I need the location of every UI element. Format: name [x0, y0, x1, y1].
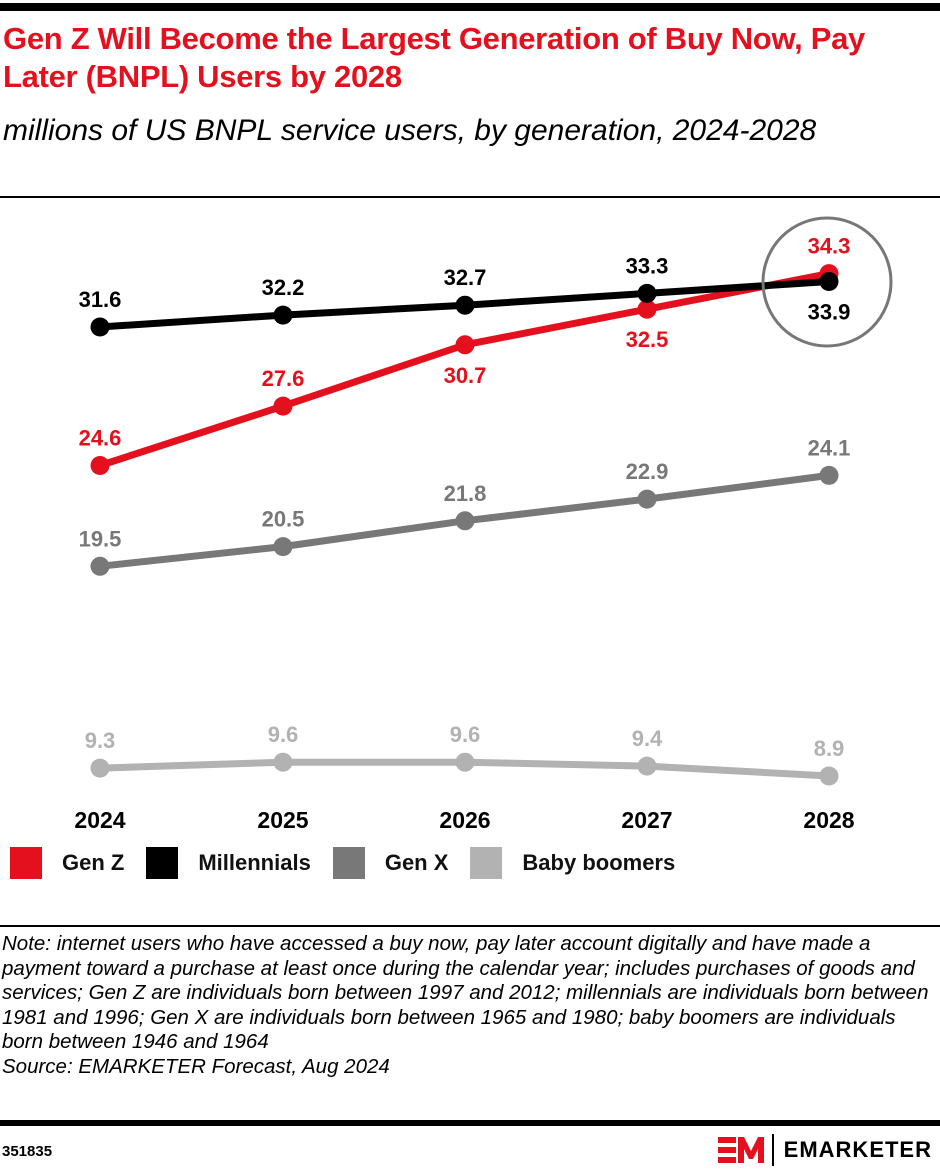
brand-logo: EMARKETER [717, 1134, 932, 1166]
data-point-millennials [273, 305, 293, 325]
chart-subtitle: millions of US BNPL service users, by ge… [3, 114, 817, 147]
legend-swatch [332, 847, 365, 879]
footnote: Note: internet users who have accessed a… [2, 932, 932, 1079]
line-chart: 24.6 27.6 30.7 32.5 34.3 31.6 32.2 32.7 33.3 33.9… [74, 216, 893, 833]
data-point-gen-z [637, 299, 657, 319]
legend-item-millennials: Millennials [146, 847, 311, 879]
data-label-gen-x: 24.1 [808, 435, 851, 460]
data-label-gen-z: 30.7 [444, 363, 487, 388]
note-divider [0, 925, 940, 927]
legend-label: Gen X [384, 850, 449, 875]
legend-item-gen-x: Gen X [332, 847, 449, 879]
legend-label: Baby boomers [522, 850, 676, 875]
header-divider [0, 196, 940, 198]
data-point-baby-boomers [273, 752, 293, 772]
data-point-gen-x [455, 511, 475, 531]
x-tick-label: 2027 [621, 807, 672, 833]
data-point-baby-boomers [637, 756, 657, 776]
data-label-millennials: 31.6 [79, 287, 122, 312]
data-label-millennials: 32.7 [444, 265, 487, 290]
top-rule [0, 3, 940, 11]
emarketer-logo-icon [717, 1137, 764, 1163]
data-point-gen-x [90, 556, 110, 576]
legend-label: Millennials [198, 850, 311, 875]
data-point-gen-x [819, 465, 839, 485]
series-layer: 24.6 27.6 30.7 32.5 34.3 31.6 32.2 32.7 33.3 33.9… [79, 216, 893, 786]
data-label-gen-z: 24.6 [79, 426, 122, 451]
series-millennials [90, 272, 839, 337]
legend-swatch [146, 847, 179, 879]
data-label-gen-z: 27.6 [262, 366, 305, 391]
data-point-gen-x [637, 489, 657, 509]
series-baby-boomers [90, 752, 839, 786]
legend-swatch [10, 847, 42, 879]
brand-divider [771, 1134, 774, 1166]
chart-id: 351835 [2, 1143, 53, 1160]
data-point-gen-z [273, 396, 293, 416]
x-tick-label: 2026 [439, 807, 490, 833]
data-label-gen-z: 32.5 [626, 327, 669, 352]
data-point-millennials [637, 283, 657, 303]
series-gen-x [90, 465, 839, 576]
x-axis: 2024 2025 2026 2027 2028 [74, 807, 854, 833]
legend-swatch [470, 847, 503, 879]
data-label-baby-boomers: 9.6 [450, 722, 481, 747]
x-tick-label: 2024 [74, 807, 125, 833]
data-point-gen-x [273, 537, 293, 557]
data-point-millennials [455, 295, 475, 315]
data-point-baby-boomers [455, 752, 475, 772]
x-tick-label: 2025 [257, 807, 308, 833]
legend-label: Gen Z [62, 850, 125, 875]
data-label-gen-x: 20.5 [262, 507, 305, 532]
data-point-baby-boomers [90, 758, 110, 778]
x-tick-label: 2028 [803, 807, 854, 833]
data-point-baby-boomers [819, 766, 839, 786]
data-point-millennials [90, 317, 110, 337]
legend: Gen Z Millennials Gen X Baby boomers [10, 846, 697, 880]
chart-title: Gen Z Will Become the Largest Generation… [3, 21, 865, 94]
data-label-millennials: 33.9 [808, 300, 851, 325]
data-label-millennials: 33.3 [626, 253, 669, 278]
data-point-gen-z [455, 335, 475, 355]
bottom-rule [0, 1120, 940, 1126]
data-label-baby-boomers: 8.9 [814, 736, 845, 761]
data-label-baby-boomers: 9.3 [85, 728, 116, 753]
data-label-gen-z: 34.3 [808, 234, 851, 259]
legend-item-gen-z: Gen Z [10, 847, 124, 879]
brand-name: EMARKETER [783, 1137, 932, 1162]
data-point-millennials [819, 272, 839, 291]
data-label-gen-x: 19.5 [79, 526, 122, 551]
legend-item-baby-boomers: Baby boomers [470, 847, 675, 879]
data-label-baby-boomers: 9.6 [268, 722, 299, 747]
note-text: Note: internet users who have accessed a… [2, 932, 929, 1053]
data-label-baby-boomers: 9.4 [632, 726, 663, 751]
source-text: Source: EMARKETER Forecast, Aug 2024 [2, 1054, 390, 1078]
data-point-gen-z [90, 456, 110, 475]
data-label-millennials: 32.2 [262, 275, 305, 300]
data-label-gen-x: 21.8 [444, 481, 487, 506]
highlight-circle [761, 216, 893, 348]
data-label-gen-x: 22.9 [626, 459, 669, 484]
